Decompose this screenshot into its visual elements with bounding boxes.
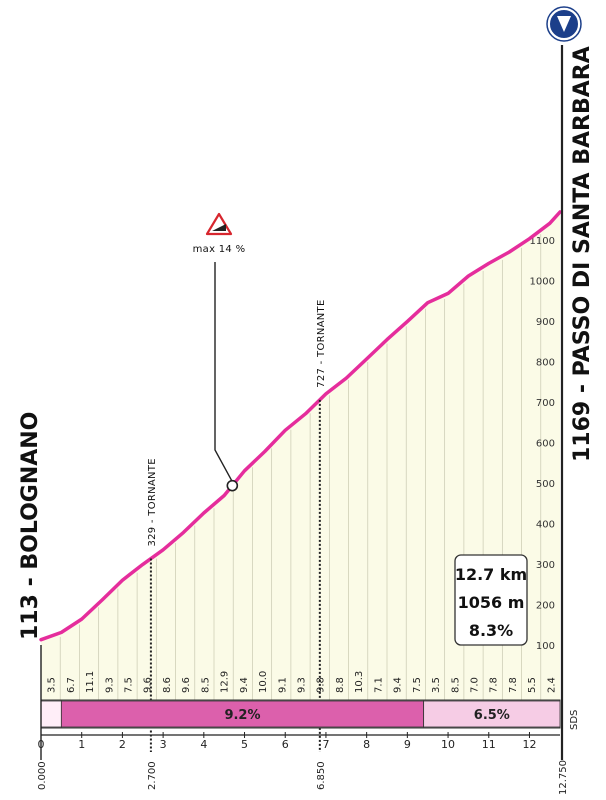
km-gradient-label: 7.8 (489, 677, 500, 693)
km-tick-label: 12 (522, 738, 536, 751)
km-tick-label: 9 (404, 738, 411, 751)
km-tick-label: 8 (363, 738, 370, 751)
gradient-segment-label: 9.2% (224, 708, 260, 723)
gradient-segment (40, 700, 62, 728)
elevation-tick-label: 900 (536, 317, 555, 328)
max-gradient-pointer (214, 262, 233, 483)
marker-label: 329 - TORNANTE (147, 458, 158, 546)
gradient-segment-label: 6.5% (474, 708, 510, 723)
km-gradient-label: 7.8 (508, 677, 519, 693)
avg-gradient-value: 8.3% (469, 621, 513, 640)
km-gradient-label: 8.5 (450, 677, 461, 693)
km-gradient-label: 9.6 (143, 677, 154, 693)
km-tick-label: 7 (322, 738, 329, 751)
km-gradient-label: 9.1 (277, 677, 288, 693)
sds-label: SDS (569, 710, 580, 730)
max-gradient-callout: max 14 % (193, 212, 246, 255)
gradient-strip: 9.2% 6.5% (40, 699, 561, 729)
elevation-tick-label: 500 (536, 479, 555, 490)
km-gradient-label: 9.3 (104, 677, 115, 693)
km-gradient-label: 6.7 (66, 677, 77, 693)
marker-km-label: 2.700 (147, 761, 158, 790)
gain-value: 1056 m (458, 593, 525, 612)
elevation-tick-label: 400 (536, 519, 555, 530)
gradient-segment (423, 700, 561, 728)
elevation-tick-label: 100 (536, 641, 555, 652)
km-tick-label: 3 (160, 738, 167, 751)
axis-start-label: 0.000 (37, 761, 48, 790)
profile-area (41, 212, 560, 645)
km-tick-label: 2 (119, 738, 126, 751)
km-gradient-label: 7.5 (124, 677, 135, 693)
elevation-tick-label: 300 (536, 560, 555, 571)
end-location-label: 1169 - PASSO DI SANTA BARBARA (570, 46, 595, 462)
km-gradient-label: 2.4 (546, 677, 557, 693)
km-gradient-label: 11.1 (85, 671, 96, 693)
km-tick-label: 11 (482, 738, 496, 751)
elevation-tick-label: 1100 (530, 236, 555, 247)
profile-area-group (41, 212, 560, 700)
km-gradient-label: 8.6 (162, 677, 173, 693)
gradient-columns: 3.5 6.7 11.1 9.3 7.5 9.6 8.6 9.6 8.5 12.9 9.4 10.0 9… (47, 234, 557, 700)
start-location-label: 113 - BOLOGNANO (18, 412, 43, 640)
km-gradient-label: 10.3 (354, 671, 365, 693)
km-tick-label: 1 (78, 738, 85, 751)
profile-line-group (39, 210, 562, 642)
distance-value: 12.7 km (455, 565, 527, 584)
max-gradient-label: max 14 % (193, 244, 246, 255)
elevation-tick-label: 600 (536, 438, 555, 449)
elevation-tick-label: 800 (536, 357, 555, 368)
km-gradient-label: 7.0 (470, 677, 481, 693)
profile-line (39, 210, 562, 642)
gradient-label-band (41, 645, 560, 700)
axis-end-label: 12.750 (558, 760, 569, 795)
km-gradient-label: 10.0 (258, 671, 269, 693)
elevation-axis: 100 200 300 400 500 600 700 800 900 1000 1100 (530, 236, 555, 652)
marker-km-label: 6.850 (316, 761, 327, 790)
km-gradient-label: 8.5 (200, 677, 211, 693)
elevation-tick-label: 700 (536, 398, 555, 409)
elevation-tick-label: 200 (536, 600, 555, 611)
stats-box: 12.7 km 1056 m 8.3% (454, 554, 528, 646)
km-gradient-label: 8.8 (335, 677, 346, 693)
km-gradient-label: 3.5 (431, 677, 442, 693)
km-gradient-label: 7.5 (412, 677, 423, 693)
km-gradient-label: 12.9 (220, 671, 231, 693)
gradient-segment (60, 700, 425, 728)
km-gradient-label: 9.4 (393, 677, 404, 693)
km-tick-label: 4 (200, 738, 207, 751)
mountain-category-icon (546, 6, 582, 42)
elevation-tick-label: 1000 (530, 276, 555, 287)
km-gradient-label: 5.5 (527, 677, 538, 693)
km-tick-label: 6 (282, 738, 289, 751)
km-gradient-label: 3.5 (47, 677, 58, 693)
marker-label: 727 - TORNANTE (316, 299, 327, 387)
km-tick-label: 10 (441, 738, 455, 751)
km-gradient-label: 7.1 (373, 677, 384, 693)
km-tick-label: 5 (241, 738, 248, 751)
km-gradient-label: 9.3 (297, 677, 308, 693)
km-gradient-label: 9.8 (316, 677, 327, 693)
km-gradient-label: 9.6 (181, 677, 192, 693)
max-gradient-point (226, 479, 239, 492)
km-gradient-label: 9.4 (239, 677, 250, 693)
